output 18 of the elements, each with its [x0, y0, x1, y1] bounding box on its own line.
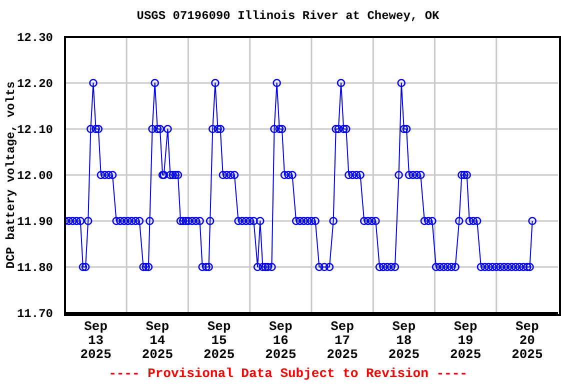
- x-tick-label: Sep 16 2025: [265, 319, 296, 362]
- y-tick-label: 12.30: [16, 31, 53, 45]
- y-tick-label: 12.00: [16, 169, 53, 183]
- y-tick-label: 11.90: [16, 215, 53, 229]
- y-tick-label: 11.80: [16, 261, 53, 275]
- chart-title: USGS 07196090 Illinois River at Chewey, OK: [136, 9, 440, 23]
- y-tick-label: 12.20: [16, 77, 53, 91]
- x-tick-label: Sep 19 2025: [450, 319, 482, 362]
- text: ---- Provisional Data Subject to Revision ----: [108, 366, 468, 381]
- y-tick-label: 12.10: [16, 123, 53, 137]
- x-tick-label: Sep 18 2025: [388, 319, 420, 362]
- x-tick-label: Sep 13 2025: [80, 319, 112, 362]
- y-tick-label: 11.70: [16, 307, 53, 321]
- y-axis-title: DCP battery voltage, volts: [4, 81, 18, 269]
- x-tick-label: Sep 20 2025: [512, 319, 543, 362]
- x-tick-label: Sep 17 2025: [326, 319, 358, 362]
- x-tick-label: Sep 15 2025: [203, 319, 235, 362]
- x-tick-label: Sep 14 2025: [142, 319, 174, 362]
